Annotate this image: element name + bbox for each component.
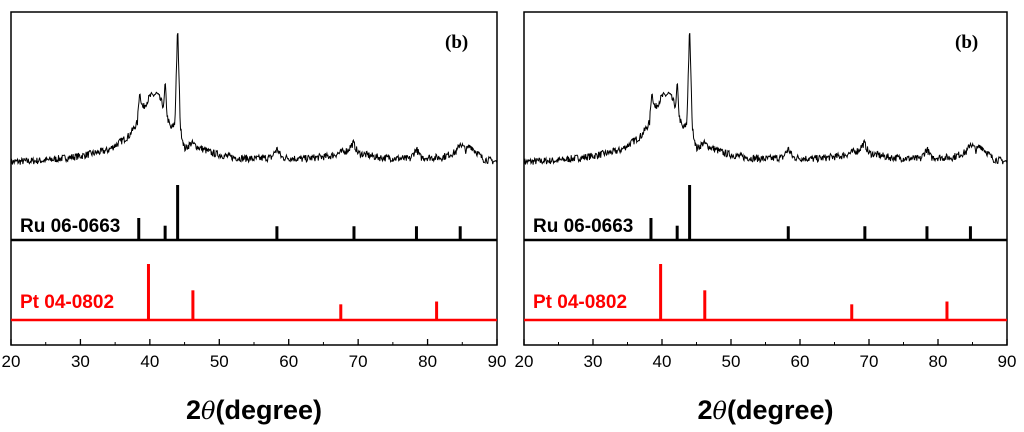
panel-label: (b): [445, 32, 468, 53]
x-axis-title-theta: θ: [713, 397, 728, 425]
x-axis-title: 2θ(degree): [697, 395, 833, 425]
reference-label: Pt 04-0802: [533, 292, 627, 313]
x-tick-label: 90: [998, 352, 1017, 371]
chart-panel-1: 20 30 40 50 60 70 80 90 Ru 06-0663 Pt 04-0802 (b) 2…: [2, 11, 507, 425]
x-tick-label: 80: [418, 352, 437, 371]
x-tick-label: 30: [584, 352, 603, 371]
x-tick-label: 70: [860, 352, 879, 371]
reference-label: Ru 06-0663: [20, 216, 120, 237]
x-tick-label: 20: [515, 352, 534, 371]
reference-label: Pt 04-0802: [20, 292, 114, 313]
x-tick-label: 40: [140, 352, 159, 371]
x-axis-title-theta: θ: [201, 397, 216, 425]
x-axis-title-prefix: 2: [697, 395, 712, 425]
x-tick-label: 90: [488, 352, 507, 371]
x-axis-title-suffix: (degree): [215, 395, 322, 425]
x-tick-label: 60: [279, 352, 298, 371]
x-tick-label: 20: [2, 352, 21, 371]
x-axis-title-suffix: (degree): [727, 395, 834, 425]
panel-label: (b): [955, 32, 978, 53]
x-tick-label: 80: [929, 352, 948, 371]
reference-label: Ru 06-0663: [533, 216, 633, 237]
x-tick-label: 70: [349, 352, 368, 371]
x-tick-label: 30: [71, 352, 90, 371]
x-tick-label: 50: [210, 352, 229, 371]
x-axis-title-prefix: 2: [186, 395, 201, 425]
x-tick-label: 40: [653, 352, 672, 371]
x-axis-title: 2θ(degree): [186, 395, 322, 425]
x-tick-label: 50: [722, 352, 741, 371]
xrd-pattern-line: [10, 32, 498, 166]
x-tick-label: 60: [791, 352, 810, 371]
chart-panel-2: 20 30 40 50 60 70 80 90 Ru 06-0663 Pt 04-0802 (b) 2…: [515, 11, 1017, 425]
xrd-pattern-line: [523, 32, 1008, 166]
